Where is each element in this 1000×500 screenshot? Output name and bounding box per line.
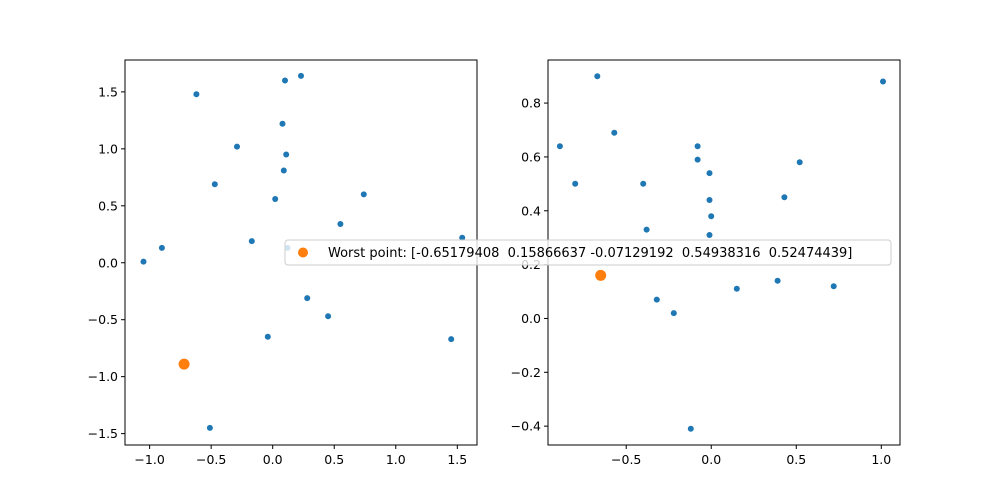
data-point [694,156,701,163]
data-point [643,226,650,233]
data-point [283,151,290,158]
data-point [694,143,701,150]
data-point [211,181,218,188]
data-point [706,170,713,177]
y-tick-label: −1.0 [88,369,118,384]
y-tick-label: 0.0 [521,311,541,326]
data-point [158,244,165,251]
data-point [572,180,579,187]
legend-marker-worst-point [298,247,308,258]
y-tick-label: −0.5 [88,312,118,327]
data-point [360,191,367,198]
legend-frame [284,239,892,266]
left-scatter-axes: −1.0 −0.5 0.0 0.5 1.0 1.5 −1.5 −1.0 −0.5 0.0 0.5 1.… [88,59,478,467]
data-point [264,333,271,340]
y-tick-label: 0.0 [98,255,118,270]
x-tick-label: −1.0 [134,452,164,467]
data-point [298,72,304,79]
data-point [448,336,455,343]
y-tick-label: 0.5 [98,198,118,213]
data-point [611,129,618,136]
data-point [556,143,563,150]
data-point [248,238,255,245]
data-point [206,424,213,431]
y-tick-label: 1.0 [98,141,118,156]
data-point [830,283,837,290]
x-tick-label: 1.5 [447,452,467,467]
data-point [640,180,647,187]
y-tick-label: −1.5 [88,426,118,441]
data-point [279,120,286,127]
y-tick-label: −0.2 [511,365,541,380]
data-point [594,73,601,80]
x-tick-label: 0.5 [324,452,344,467]
x-tick-label: 1.0 [386,452,406,467]
x-tick-label: 0.0 [263,452,283,467]
data-point [880,78,886,85]
data-point [459,234,466,241]
data-point [304,295,311,302]
data-point [337,221,344,227]
y-tick-label: 0.6 [521,149,541,164]
data-point [280,167,287,174]
x-tick-label: −0.5 [611,452,641,467]
data-point [193,91,200,98]
legend-label: Worst point: [-0.65179408 0.15866637 -0.… [328,246,852,261]
data-point [140,258,147,265]
data-point [796,159,803,166]
data-point [653,296,660,303]
x-tick-label: 1.0 [871,452,891,467]
data-point [774,277,781,284]
worst-point-marker [595,269,607,281]
data-point [733,285,740,292]
data-point [706,197,713,203]
y-tick-label: 0.4 [521,203,541,218]
data-point [670,310,677,317]
data-point [272,196,279,202]
data-point [325,313,332,320]
y-tick-label: 0.8 [521,96,541,111]
x-tick-label: 0.0 [701,452,721,467]
data-point [706,232,713,238]
x-tick-label: −0.5 [196,452,226,467]
legend: Worst point: [-0.65179408 0.15866637 -0.… [284,239,892,266]
data-point [234,143,240,150]
data-point [687,425,694,432]
y-tick-label: 1.5 [98,84,118,99]
x-tick-label: 0.5 [786,452,806,467]
data-point [781,194,788,201]
data-point [282,77,288,84]
worst-point-marker [178,358,190,370]
y-tick-label: −0.4 [511,419,541,434]
data-point [708,213,715,220]
